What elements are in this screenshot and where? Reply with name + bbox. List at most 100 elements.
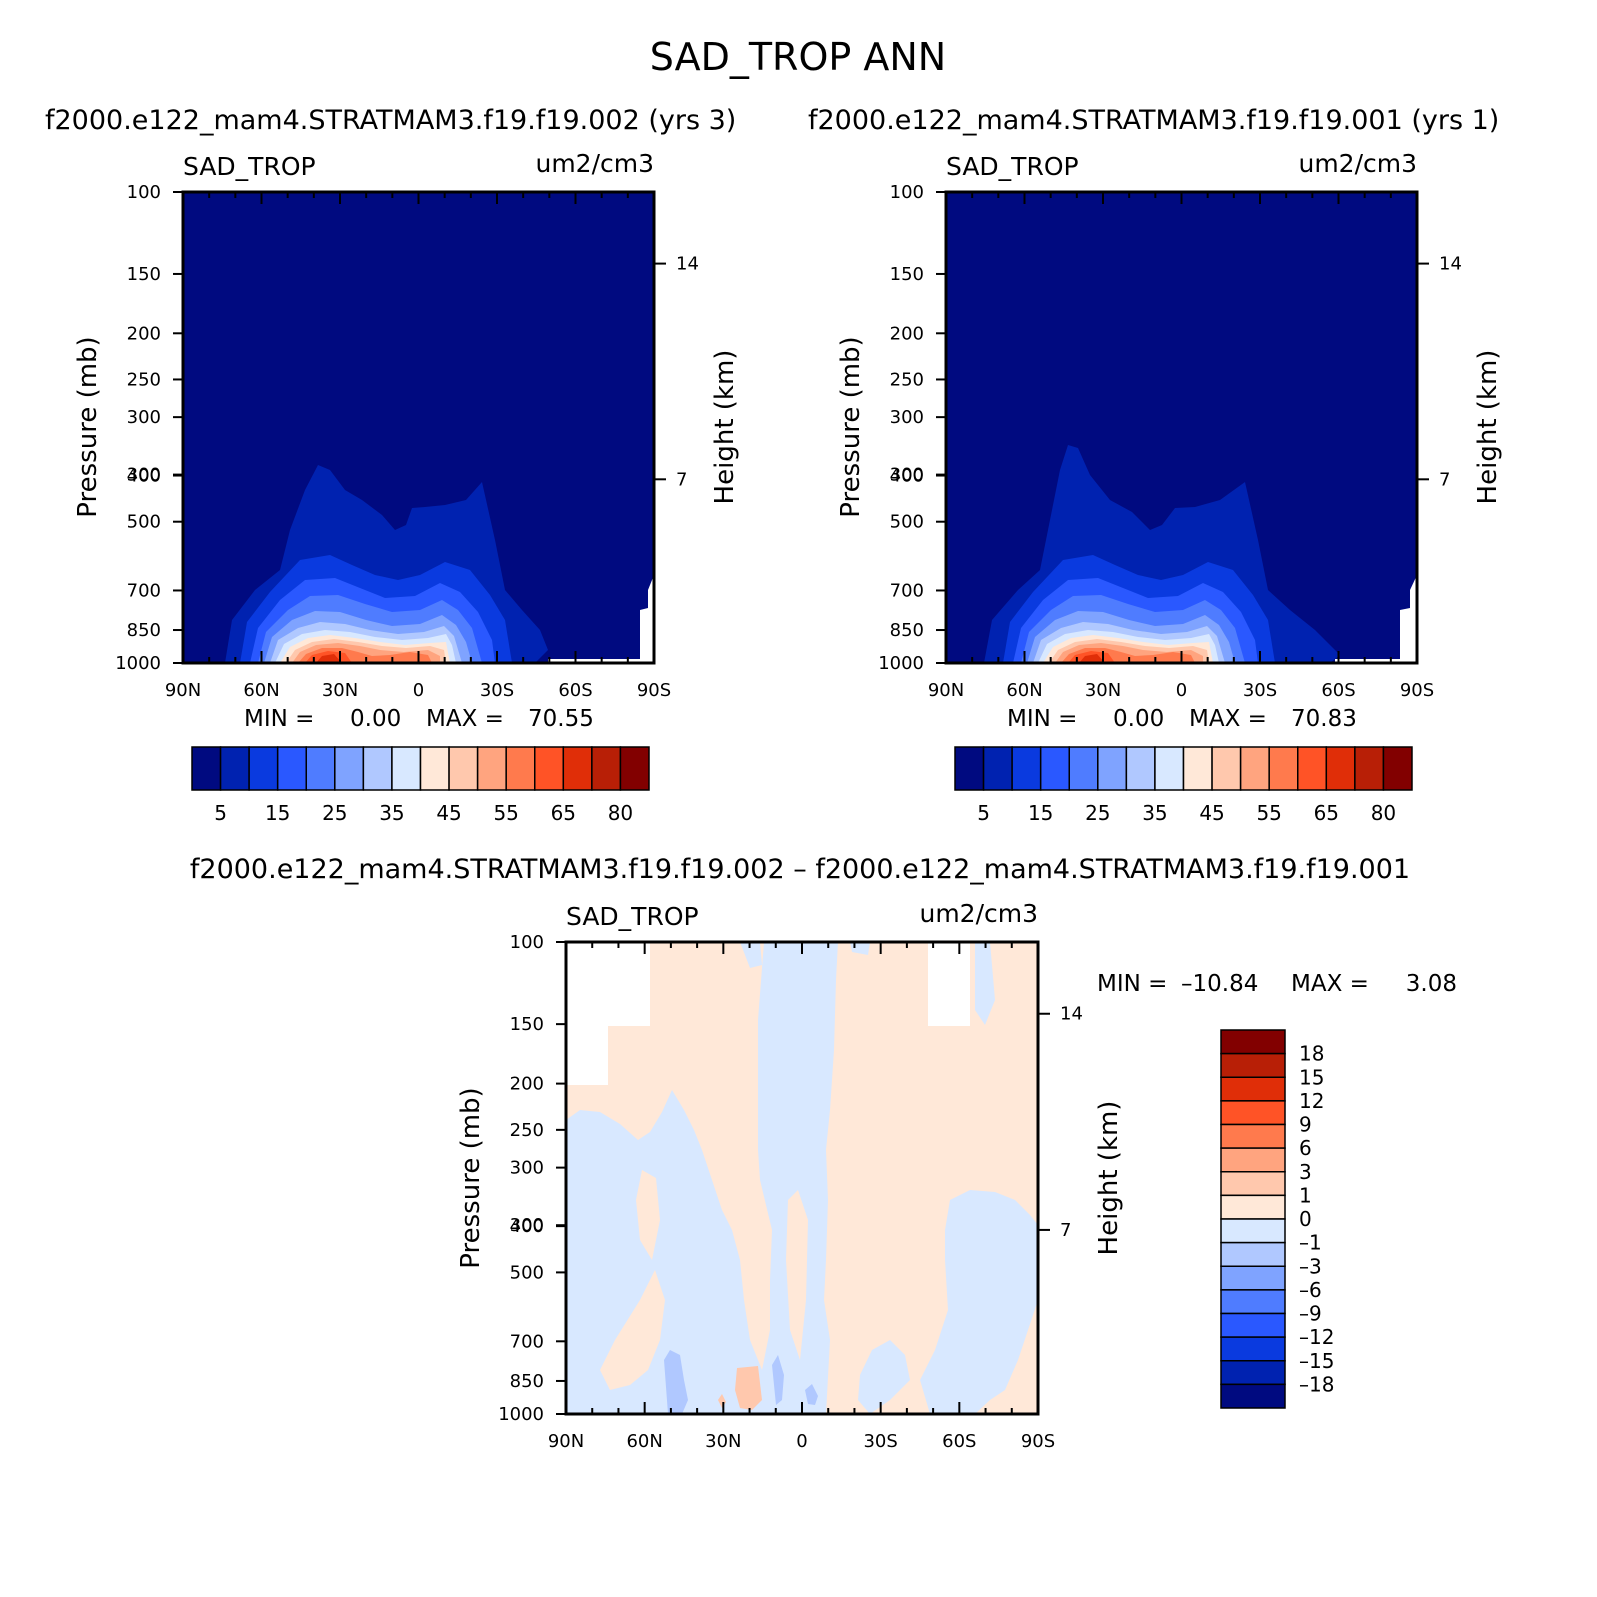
y-tick-label: 500 [127,512,161,533]
x-tick-label: 30N [1085,680,1121,701]
y-tick-label: 100 [510,932,544,953]
panel-variable: SAD_TROP [183,152,316,181]
x-tick-label: 90S [1021,1431,1055,1452]
colorbar-label: –18 [1299,1372,1334,1396]
colorbar-box [1354,746,1385,791]
colorbar-box [1220,1289,1286,1315]
colorbar-box [505,746,536,791]
diff-level-pos0 [600,1270,665,1390]
colorbar-box [1382,746,1413,791]
colorbar-box [1220,1076,1286,1102]
colorbar-box [419,746,450,791]
colorbar-label: –15 [1299,1349,1334,1373]
panel-variable: SAD_TROP [566,902,699,931]
undefined-region [548,575,654,663]
min-value: 0.00 [1113,706,1164,732]
colorbar-box [1220,1336,1286,1362]
y-tick-label: 150 [890,264,924,285]
colorbar-box [1220,1100,1286,1126]
diff-level-neg1 [740,942,762,968]
y-tick-label: 250 [127,369,161,390]
colorbar-box [591,746,622,791]
y-right-tick-label: 14 [676,254,699,275]
colorbar-box [1220,1383,1286,1409]
contour-field [183,192,654,663]
colorbar-box [1154,746,1185,791]
diff-level-neg1 [920,1190,1038,1414]
y-tick-label: 300 [510,1158,544,1179]
y-tick-label: 300 [890,407,924,428]
colorbar-box [362,746,393,791]
y-tick-label: 250 [890,369,924,390]
x-tick-label: 60S [1321,680,1355,701]
colorbar-box [1220,1265,1286,1291]
y-tick-label: 200 [890,323,924,344]
diff-level-neg1 [858,1340,910,1414]
stat-line: MIN = 0.00 MAX = 70.55 [244,706,594,732]
y-tick-label: 400 [510,1216,544,1237]
x-tick-label: 60S [942,1431,976,1452]
colorbar-box [534,746,565,791]
x-tick-label: 30N [705,1431,741,1452]
figure-title: SAD_TROP ANN [650,35,946,79]
contour-level-13 [316,654,342,663]
panel1-subtitle: f2000.e122_mam4.STRATMAM3.f19.f19.002 (y… [45,105,736,136]
colorbar-label: 15 [265,801,290,825]
undefined-region [1335,575,1417,663]
colorbar-label: 0 [1299,1207,1312,1231]
y-right-tick-label: 7 [1060,1220,1071,1241]
y-tick-label: 1000 [878,653,924,674]
y-tick-label: 200 [127,323,161,344]
x-tick-label: 60N [626,1431,662,1452]
plot-frame: 90N 60N 30N 0 30S 60S 90S100150200250300300400… [498,932,1083,1452]
panel-model-002: 90N 60N 30N 0 30S 60S 90S100150200250300300400… [73,149,740,825]
colorbar-box [1325,746,1356,791]
colorbar-box [1097,746,1128,791]
x-tick-label: 90S [637,680,671,701]
contour-level-13 [1079,654,1105,663]
colorbar-box [248,746,279,791]
y-right-tick-label: 14 [1439,254,1462,275]
y-right-axis-title: Height (km) [1473,350,1503,505]
colorbar-box [476,746,507,791]
colorbar-label: 12 [1299,1089,1324,1113]
stat-line: MIN = 0.00 MAX = 70.83 [1007,706,1357,732]
colorbar: 5 15 25 35 45 55 65 80 [191,746,650,825]
colorbar-box [1220,1218,1286,1244]
diff-level-neg3 [772,1355,784,1405]
contour-field [566,942,1038,1414]
y-tick-label: 700 [127,580,161,601]
x-tick-label: 90S [1400,680,1434,701]
colorbar-label: 3 [1299,1160,1312,1184]
x-tick-label: 30S [1243,680,1277,701]
undefined-region [928,942,970,1026]
colorbar-box [1220,1147,1286,1173]
x-tick-label: 90N [928,680,964,701]
colorbar-label: 65 [1314,801,1339,825]
y-tick-label: 300 [510,1215,544,1236]
colorbar-box [1268,746,1299,791]
max-label: MAX = [1291,971,1369,997]
x-tick-label: 60N [1006,680,1042,701]
colorbar-box [1011,746,1042,791]
colorbar-label: 25 [322,801,347,825]
colorbar-label: 5 [977,801,990,825]
y-axis-title: Pressure (mb) [836,336,866,517]
colorbar-box [562,746,593,791]
y-tick-label: 100 [127,182,161,203]
y-tick-label: 200 [510,1074,544,1095]
x-tick-label: 30N [322,680,358,701]
y-tick-label: 500 [510,1262,544,1283]
colorbar-box [954,746,985,791]
colorbar-label: 1 [1299,1183,1312,1207]
y-tick-label: 300 [127,407,161,428]
panel-model-001: 90N 60N 30N 0 30S 60S 90S100150200250300300400… [836,149,1503,825]
undefined-region [566,942,650,1085]
y-tick-label: 1000 [115,653,161,674]
y-tick-label: 250 [510,1120,544,1141]
colorbar-box [448,746,479,791]
min-label: MIN = [1007,706,1077,732]
diff-level-pos0 [636,1170,660,1260]
colorbar-box [1239,746,1270,791]
